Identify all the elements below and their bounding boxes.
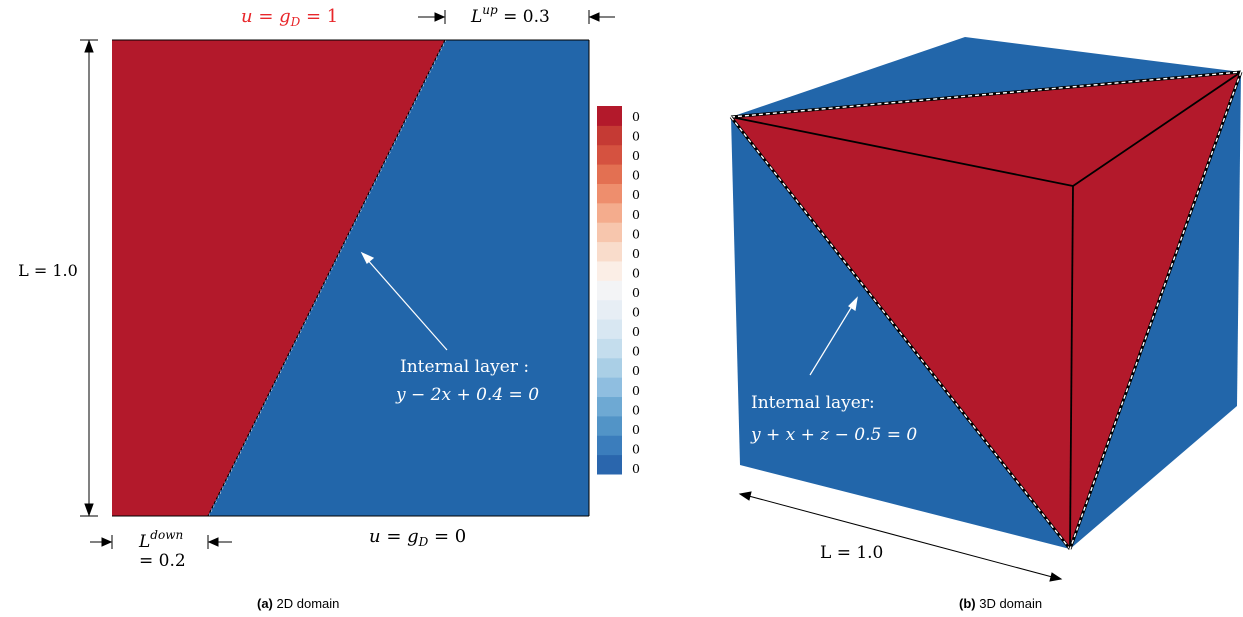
bottom-boundary-label: u = gD = 0 (369, 526, 466, 549)
colorbar-band (597, 125, 622, 146)
colorbar-tick-label: 0.8 (632, 168, 640, 183)
height-label: L = 1.0 (18, 261, 78, 280)
cube-3d (729, 37, 1243, 550)
colorbar-tick-label: 0.75 (632, 187, 640, 202)
ldown-dimension (90, 535, 232, 549)
colorbar-tick-label: 0.05 (632, 461, 640, 476)
caption-2d-tag: (a) (257, 596, 273, 611)
ldown-label: Ldown (138, 528, 183, 552)
internal-layer-title-2d: Internal layer : (400, 357, 529, 377)
colorbar-band (597, 144, 622, 165)
colorbar-tick-label: 0.65 (632, 226, 640, 241)
colorbar-tick-label: 0.9 (632, 129, 640, 144)
internal-layer-title-3d: Internal layer: (751, 393, 875, 413)
edge-label-3d: L = 1.0 (820, 543, 883, 563)
colorbar-band (597, 319, 622, 339)
internal-layer-arrow-3d (809, 296, 858, 376)
colorbar-tick-label: 0.7 (632, 207, 640, 222)
region-u-one (112, 40, 445, 516)
colorbar-tick-label: 0.1 (632, 441, 640, 456)
colorbar-band (597, 222, 622, 243)
colorbar-tick-label: 0.55 (632, 265, 640, 280)
colorbar-tick-label: 0.6 (632, 246, 640, 261)
caption-2d: (a) 2D domain (257, 596, 339, 611)
internal-layer-eq-2d: y − 2x + 0.4 = 0 (395, 385, 539, 405)
colorbar-tick-label: 0.2 (632, 402, 640, 417)
panel-3d-figure: Internal layer: y + x + z − 0.5 = 0 L = … (729, 37, 1243, 582)
panel-2d-figure: L = 1.0 u = gD = 1 Lup = 0.3 Ldown = 0.2… (4, 3, 640, 571)
caption-2d-text: 2D domain (272, 596, 340, 611)
internal-layer-arrow-2d (360, 251, 448, 351)
top-boundary-label: u = gD = 1 (241, 6, 338, 29)
colorbar-band (597, 202, 622, 223)
colorbar-band (597, 357, 622, 378)
height-dimension (80, 39, 98, 517)
colorbar-band (597, 415, 622, 436)
colorbar-band (597, 377, 622, 398)
colorbar: 0.95 0.9 0.85 0.8 0.75 0.7 0.65 0.6 0.55 0.5 0.45 0… (597, 106, 640, 476)
ldown-value: = 0.2 (139, 551, 186, 571)
colorbar-tick-label: 0.3 (632, 363, 640, 378)
colorbar-band (597, 299, 622, 320)
colorbar-band (597, 338, 622, 359)
internal-layer-eq-3d: y + x + z − 0.5 = 0 (750, 425, 917, 445)
lup-label: Lup = 0.3 (470, 3, 550, 27)
region-u-zero (208, 40, 589, 516)
colorbar-band (597, 164, 622, 184)
caption-3d-tag: (b) (959, 596, 976, 611)
internal-layer-line (207, 39, 446, 517)
colorbar-tick-label: 0.45 (632, 305, 640, 320)
colorbar-band (597, 183, 622, 204)
colorbar-band (597, 260, 622, 281)
internal-layer-edges-3d (729, 70, 1243, 550)
lup-dimension (418, 10, 615, 24)
colorbar-tick-label: 0.35 (632, 344, 640, 359)
caption-3d: (b) 3D domain (959, 596, 1042, 611)
colorbar-tick-label: 0.25 (632, 383, 640, 398)
caption-3d-text: 3D domain (975, 596, 1043, 611)
colorbar-tick-label: 0.4 (632, 324, 640, 339)
colorbar-band (597, 435, 622, 456)
domain-2d (112, 39, 590, 517)
internal-layer-line-white (208, 39, 447, 517)
colorbar-tick-label: 0.85 (632, 148, 640, 163)
colorbar-tick-label: 0.5 (632, 285, 640, 300)
colorbar-band (597, 106, 622, 126)
colorbar-band (597, 396, 622, 417)
colorbar-band (597, 280, 622, 301)
colorbar-tick-label: 0.95 (632, 109, 640, 124)
colorbar-tick-label: 0.15 (632, 422, 640, 437)
colorbar-band (597, 454, 622, 475)
colorbar-band (597, 241, 622, 262)
edge-dimension-3d (738, 491, 1063, 582)
